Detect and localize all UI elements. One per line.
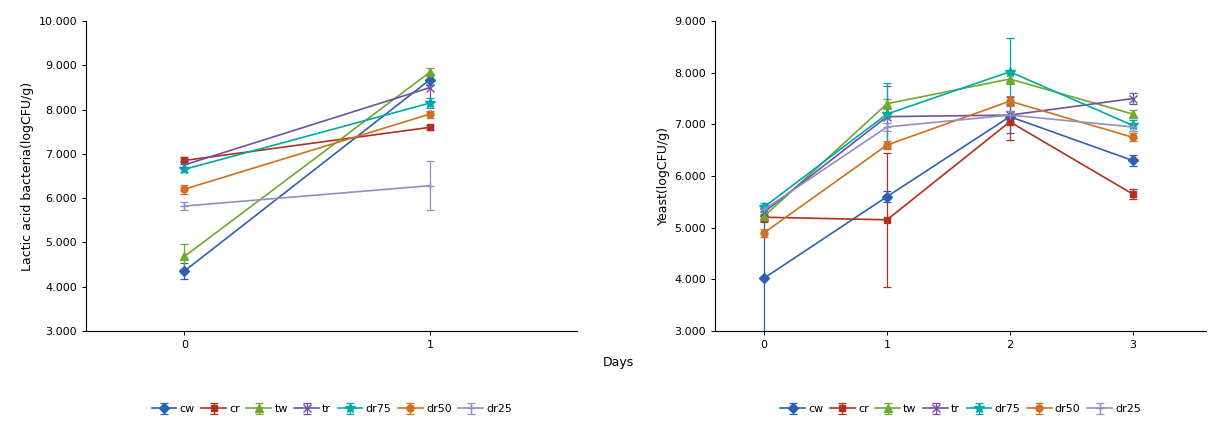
Y-axis label: Lactic acid bacteria(logCFU/g): Lactic acid bacteria(logCFU/g): [21, 81, 34, 271]
Y-axis label: Yeast(logCFU/g): Yeast(logCFU/g): [657, 126, 670, 226]
Legend: cw, cr, tw, tr, dr75, dr50, dr25: cw, cr, tw, tr, dr75, dr50, dr25: [151, 404, 512, 414]
Text: Days: Days: [602, 356, 634, 369]
Legend: cw, cr, tw, tr, dr75, dr50, dr25: cw, cr, tw, tr, dr75, dr50, dr25: [780, 404, 1141, 414]
